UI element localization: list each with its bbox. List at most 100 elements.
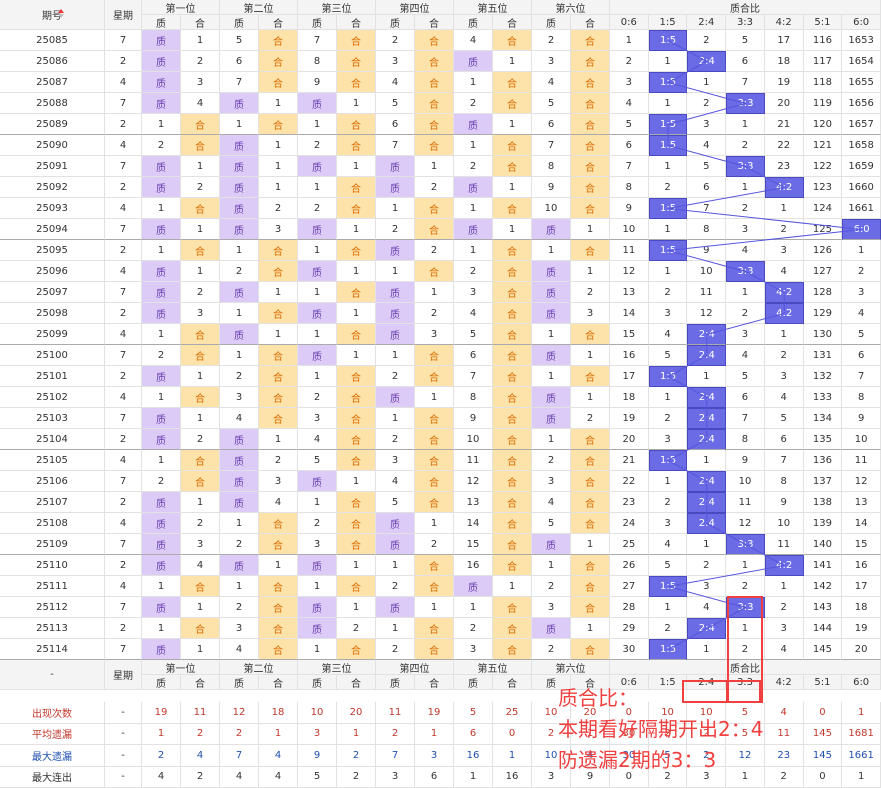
stat-value: 19: [142, 702, 181, 724]
miss-count: 1: [142, 240, 181, 261]
ratio-miss: 11: [726, 492, 765, 513]
hit-cell: 合: [415, 366, 454, 387]
issue-header: -: [0, 660, 105, 690]
ratio-miss: 20: [610, 429, 649, 450]
stat-value: 30: [610, 723, 649, 745]
miss-count: 2: [220, 597, 259, 618]
miss-count: 6: [220, 51, 259, 72]
miss-count: 1: [220, 303, 259, 324]
ratio-miss: 3: [764, 618, 804, 639]
miss-count: 3: [454, 282, 493, 303]
ratio-miss: 1: [648, 387, 688, 408]
hit-cell: 合: [415, 51, 454, 72]
ratio-col-header: 5:1: [803, 675, 843, 690]
sub-header: 质: [454, 15, 493, 30]
miss-count: 1: [376, 555, 415, 576]
hit-cell: 合: [181, 198, 220, 219]
hit-cell: 合: [493, 135, 532, 156]
ratio-miss: 139: [803, 513, 843, 534]
hit-cell: 质: [220, 177, 259, 198]
miss-count: 1: [337, 555, 376, 576]
hit-cell: 合: [259, 408, 298, 429]
miss-count: 1: [298, 324, 337, 345]
issue: 25114: [0, 639, 105, 660]
hit-cell: 质: [220, 219, 259, 240]
annotation: 本期看好隔期开出2：4: [558, 717, 764, 741]
hit-cell: 合: [259, 513, 298, 534]
miss-count: 1: [493, 177, 532, 198]
hit-cell: 合: [337, 366, 376, 387]
hit-cell: 合: [493, 387, 532, 408]
ratio-miss: 6: [687, 177, 727, 198]
hit-cell: 合: [181, 471, 220, 492]
sub-header: 合: [337, 15, 376, 30]
ratio-miss: 131: [803, 345, 843, 366]
ratio-miss: 7: [610, 156, 649, 177]
ratio-miss: 130: [803, 324, 843, 345]
hit-cell: 合: [259, 534, 298, 555]
ratio-miss: 118: [803, 72, 843, 93]
ratio-miss: 15: [610, 324, 649, 345]
ratio-miss: 4: [648, 534, 688, 555]
hit-cell: 合: [415, 429, 454, 450]
miss-count: 2: [376, 429, 415, 450]
sub-header: 合: [571, 675, 610, 690]
miss-count: 1: [571, 261, 610, 282]
sub-header: 质: [220, 675, 259, 690]
hit-cell: 质: [142, 177, 181, 198]
miss-count: 1: [376, 618, 415, 639]
ratio-miss: 10: [842, 429, 881, 450]
hit-cell: 质: [298, 618, 337, 639]
stat-value: 3: [415, 745, 454, 767]
position-header: 第四位: [376, 0, 454, 15]
hit-cell: 合: [259, 345, 298, 366]
miss-count: 4: [259, 492, 298, 513]
miss-count: 2: [571, 408, 610, 429]
miss-count: 2: [376, 639, 415, 660]
weekday: 4: [105, 72, 142, 93]
ratio-miss: 17: [842, 576, 881, 597]
ratio-miss: 138: [803, 492, 843, 513]
miss-count: 4: [532, 492, 571, 513]
weekday: 4: [105, 198, 142, 219]
hit-cell: 合: [415, 219, 454, 240]
stat-value: 1: [415, 723, 454, 745]
weekday: 2: [105, 51, 142, 72]
ratio-miss: 5: [687, 156, 727, 177]
miss-count: 1: [571, 618, 610, 639]
weekday: 7: [105, 471, 142, 492]
ratio-miss: 1: [648, 261, 688, 282]
issue: 25106: [0, 471, 105, 492]
miss-count: 4: [454, 303, 493, 324]
hit-cell: 合: [337, 72, 376, 93]
ratio-miss: 1: [687, 639, 727, 660]
hit-cell: 质: [376, 177, 415, 198]
ratio-miss: 1654: [842, 51, 881, 72]
sort-icon[interactable]: [58, 3, 64, 22]
ratio-miss: 3: [610, 72, 649, 93]
issue: 25103: [0, 408, 105, 429]
ratio-miss: 8: [842, 387, 881, 408]
ratio-miss: 28: [610, 597, 649, 618]
hit-cell: 合: [571, 471, 610, 492]
hit-cell: 合: [259, 114, 298, 135]
sub-header: 合: [259, 15, 298, 30]
miss-count: 9: [454, 408, 493, 429]
issue-header[interactable]: 期号: [0, 0, 105, 30]
sub-header: 质: [220, 15, 259, 30]
ratio-miss: 18: [842, 597, 881, 618]
sub-header: 质: [376, 15, 415, 30]
weekday: 4: [105, 576, 142, 597]
miss-count: 1: [376, 198, 415, 219]
ratio-miss: 23: [610, 492, 649, 513]
weekday: 7: [105, 156, 142, 177]
weekday: 7: [105, 282, 142, 303]
ratio-miss: 1: [764, 324, 804, 345]
miss-count: 1: [493, 219, 532, 240]
miss-count: 1: [493, 51, 532, 72]
miss-count: 8: [532, 156, 571, 177]
miss-count: 10: [454, 429, 493, 450]
miss-count: 2: [532, 30, 571, 51]
ratio-col-header: 0:6: [610, 675, 649, 690]
ratio-miss: 2: [687, 30, 727, 51]
